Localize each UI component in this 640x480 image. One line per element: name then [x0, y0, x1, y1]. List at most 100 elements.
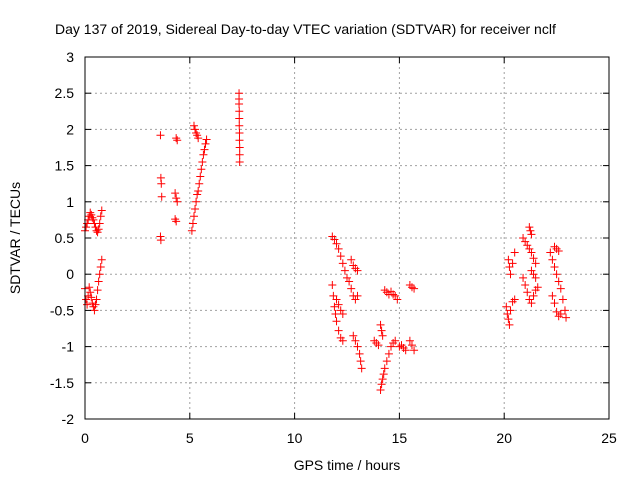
data-point	[531, 273, 540, 282]
data-point	[527, 230, 536, 239]
data-point	[410, 284, 419, 293]
data-point	[336, 306, 345, 315]
data-point	[353, 291, 362, 300]
data-point	[508, 259, 517, 268]
data-point	[526, 226, 535, 235]
data-point	[380, 286, 389, 295]
data-point	[505, 320, 514, 329]
data-point	[86, 288, 95, 297]
data-point	[235, 107, 244, 116]
data-point	[504, 255, 513, 264]
data-point	[556, 284, 565, 293]
data-point	[332, 295, 341, 304]
y-tick-label: 0	[66, 266, 74, 282]
data-point	[529, 270, 538, 279]
data-point	[197, 165, 206, 174]
data-point	[200, 145, 209, 154]
data-point	[552, 244, 561, 253]
data-point	[372, 338, 381, 347]
data-point	[395, 342, 404, 351]
data-point	[506, 306, 515, 315]
data-point	[172, 217, 181, 226]
data-point	[330, 235, 339, 244]
data-point	[550, 242, 559, 251]
data-point	[340, 266, 349, 275]
grid-lines	[85, 57, 609, 419]
data-point	[550, 262, 559, 271]
data-point	[384, 349, 393, 358]
data-point	[351, 336, 360, 345]
data-point	[91, 300, 100, 309]
data-point	[235, 129, 244, 138]
data-point	[389, 290, 398, 299]
x-tick-label: 25	[601, 430, 617, 446]
data-point	[347, 255, 356, 264]
data-point	[387, 342, 396, 351]
data-point	[502, 302, 511, 311]
data-point	[82, 223, 91, 232]
data-point	[510, 248, 519, 257]
data-point	[391, 336, 400, 345]
data-point	[552, 307, 561, 316]
data-point	[235, 157, 244, 166]
data-point	[504, 315, 513, 324]
data-point	[235, 136, 244, 145]
data-point	[93, 286, 102, 295]
data-point	[377, 326, 386, 335]
data-point	[83, 300, 92, 309]
data-point	[338, 259, 347, 268]
data-point	[338, 336, 347, 345]
axis-ticks: 0 5 10 15 20 25 -2 -1.5 -1 -0.5 0 0.5 1 1.5 2 2.5 3	[50, 49, 617, 446]
data-point	[82, 295, 91, 304]
data-point	[172, 194, 181, 203]
data-point	[201, 139, 210, 148]
data-point	[382, 288, 391, 297]
data-point	[550, 299, 559, 308]
data-point	[194, 134, 203, 143]
data-point	[202, 135, 211, 144]
data-point	[353, 342, 362, 351]
data-point	[377, 380, 386, 389]
data-point	[195, 179, 204, 188]
data-point	[521, 281, 530, 290]
x-tick-label: 20	[496, 430, 512, 446]
data-point	[173, 197, 182, 206]
data-point	[336, 252, 345, 261]
y-axis-label: SDTVAR / TECUs	[7, 182, 23, 294]
data-point	[521, 237, 530, 246]
data-point	[85, 283, 94, 292]
data-point	[374, 341, 383, 350]
data-point	[83, 219, 92, 228]
data-point	[334, 326, 343, 335]
data-point	[519, 273, 528, 282]
data-point	[334, 300, 343, 309]
data-point	[378, 331, 387, 340]
data-point	[552, 270, 561, 279]
data-point	[97, 206, 106, 215]
data-point	[527, 299, 536, 308]
data-point	[235, 121, 244, 130]
data-point	[357, 364, 366, 373]
y-tick-label: -1.5	[50, 375, 74, 391]
data-point	[405, 281, 414, 290]
data-point	[156, 236, 165, 245]
data-point	[506, 270, 515, 279]
data-point	[187, 226, 196, 235]
x-tick-label: 15	[392, 430, 408, 446]
data-point	[86, 208, 95, 217]
data-point	[376, 386, 385, 395]
data-point	[525, 295, 534, 304]
data-point	[379, 370, 388, 379]
data-point	[192, 197, 201, 206]
data-point	[356, 357, 365, 366]
data-point	[330, 302, 339, 311]
data-point	[546, 248, 555, 257]
data-point	[332, 239, 341, 248]
data-point	[90, 306, 99, 315]
data-point	[171, 189, 180, 198]
y-tick-label: 3	[66, 49, 74, 65]
data-point	[157, 192, 166, 201]
x-tick-label: 10	[287, 430, 303, 446]
data-point	[410, 346, 419, 355]
